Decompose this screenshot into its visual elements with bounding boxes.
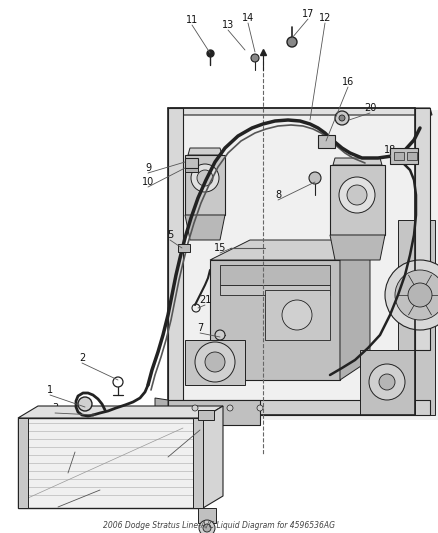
Polygon shape	[185, 158, 198, 168]
Circle shape	[339, 177, 375, 213]
Circle shape	[408, 283, 432, 307]
Polygon shape	[170, 108, 432, 115]
Text: 16: 16	[342, 77, 354, 87]
Polygon shape	[210, 240, 370, 260]
Text: 14: 14	[242, 13, 254, 23]
Polygon shape	[168, 108, 183, 420]
Bar	[394, 152, 404, 160]
Text: 18: 18	[384, 145, 396, 155]
Polygon shape	[185, 168, 198, 172]
Text: 5: 5	[167, 230, 173, 240]
Polygon shape	[330, 165, 385, 235]
Text: 3: 3	[52, 403, 58, 413]
Text: 21: 21	[199, 295, 211, 305]
Text: 1: 1	[47, 385, 53, 395]
Circle shape	[227, 405, 233, 411]
Polygon shape	[340, 240, 370, 380]
Text: 15: 15	[214, 243, 226, 253]
Circle shape	[282, 300, 312, 330]
Polygon shape	[210, 260, 340, 380]
Circle shape	[203, 524, 211, 532]
Bar	[390, 148, 418, 164]
Circle shape	[395, 270, 438, 320]
Polygon shape	[185, 215, 225, 240]
Text: 13: 13	[222, 20, 234, 30]
Polygon shape	[188, 148, 222, 155]
Polygon shape	[398, 220, 435, 415]
Circle shape	[339, 115, 345, 121]
Polygon shape	[168, 400, 260, 425]
Circle shape	[309, 172, 321, 184]
Circle shape	[257, 405, 263, 411]
Text: 20: 20	[364, 103, 376, 113]
Polygon shape	[185, 340, 245, 385]
Text: 17: 17	[302, 9, 314, 19]
Circle shape	[379, 374, 395, 390]
Circle shape	[287, 37, 297, 47]
Text: 8: 8	[275, 190, 281, 200]
Polygon shape	[155, 398, 168, 425]
Polygon shape	[168, 110, 438, 420]
Circle shape	[369, 364, 405, 400]
Polygon shape	[333, 158, 382, 165]
Polygon shape	[220, 285, 330, 295]
Circle shape	[347, 185, 367, 205]
Polygon shape	[18, 406, 223, 418]
Circle shape	[78, 397, 92, 411]
Text: 7: 7	[197, 323, 203, 333]
Circle shape	[251, 54, 259, 62]
Circle shape	[385, 260, 438, 330]
Bar	[407, 152, 417, 160]
Polygon shape	[185, 155, 225, 215]
Polygon shape	[318, 135, 335, 148]
Polygon shape	[415, 108, 430, 350]
Text: 2006 Dodge Stratus Line-A/C Liquid Diagram for 4596536AG: 2006 Dodge Stratus Line-A/C Liquid Diagr…	[103, 521, 335, 529]
Text: 2: 2	[79, 353, 85, 363]
Polygon shape	[18, 418, 28, 508]
Text: 10: 10	[142, 177, 154, 187]
Polygon shape	[203, 406, 223, 508]
Polygon shape	[265, 290, 330, 340]
Bar	[198, 508, 216, 523]
Text: 22: 22	[52, 497, 64, 507]
Text: 3: 3	[165, 447, 171, 457]
Text: 12: 12	[319, 13, 331, 23]
Circle shape	[195, 342, 235, 382]
Text: 23: 23	[62, 463, 74, 473]
Circle shape	[199, 520, 215, 533]
Circle shape	[215, 330, 225, 340]
Bar	[198, 410, 214, 420]
Bar	[18, 418, 203, 508]
Circle shape	[205, 352, 225, 372]
Polygon shape	[330, 235, 385, 260]
Circle shape	[335, 111, 349, 125]
Polygon shape	[168, 400, 430, 415]
Polygon shape	[360, 350, 415, 415]
Circle shape	[192, 405, 198, 411]
Circle shape	[197, 170, 213, 186]
Text: 11: 11	[186, 15, 198, 25]
Polygon shape	[193, 418, 203, 508]
Text: 9: 9	[145, 163, 151, 173]
Bar	[178, 244, 190, 252]
Circle shape	[191, 164, 219, 192]
Polygon shape	[220, 265, 330, 285]
